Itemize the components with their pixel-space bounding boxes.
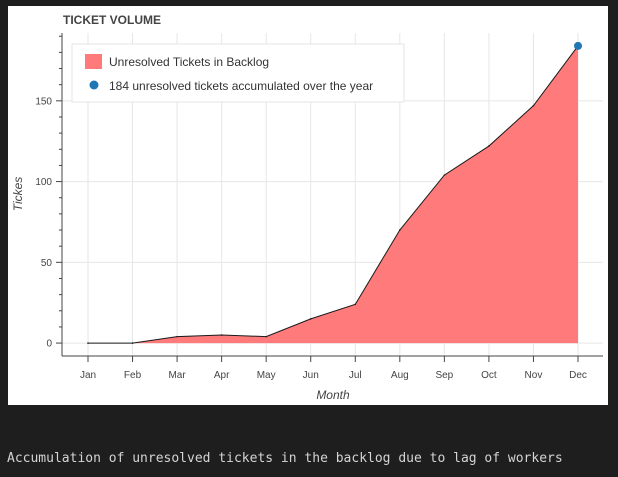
chart-caption: Accumulation of unresolved tickets in th…	[7, 451, 563, 466]
x-tick-label: May	[257, 370, 276, 381]
x-tick-label: Aug	[391, 370, 409, 381]
chart-panel: TICKET VOLUME 0 50 100 150 Jan Feb Mar Apr May J…	[8, 6, 608, 405]
x-tick-label: Apr	[214, 370, 230, 381]
y-tick-label: 100	[35, 177, 52, 188]
x-tick-label: Jun	[303, 370, 319, 381]
backlog-data-point	[354, 303, 357, 306]
annotation-point	[574, 41, 582, 50]
x-tick-label: Dec	[569, 370, 587, 381]
y-axis-label: Tickes	[11, 177, 25, 212]
x-axis-label: Month	[316, 388, 350, 402]
legend: Unresolved Tickets in Backlog 184 unreso…	[71, 43, 405, 103]
x-tick-label: Sep	[435, 370, 453, 381]
backlog-data-point	[265, 335, 267, 338]
backlog-data-point	[488, 145, 490, 147]
backlog-data-point	[399, 229, 401, 231]
backlog-data-point	[443, 174, 446, 176]
backlog-data-point	[220, 334, 223, 336]
legend-label-area: Unresolved Tickets in Backlog	[109, 55, 269, 69]
backlog-area	[88, 45, 578, 344]
y-axis-ticks: 0 50 100 150	[35, 35, 62, 350]
x-tick-label: Nov	[525, 370, 543, 381]
x-tick-label: Jan	[80, 370, 96, 381]
backlog-data-point	[87, 342, 89, 344]
legend-box	[71, 43, 405, 103]
backlog-data-point	[532, 104, 535, 107]
x-tick-label: Jul	[349, 370, 362, 381]
y-tick-label: 150	[35, 96, 52, 107]
x-tick-label: Feb	[124, 370, 142, 381]
backlog-data-point	[131, 342, 134, 344]
y-tick-label: 50	[41, 258, 53, 269]
backlog-data-point	[176, 335, 178, 338]
chart-title: TICKET VOLUME	[63, 13, 161, 27]
area-layer	[87, 41, 582, 344]
y-tick-label: 0	[46, 339, 52, 350]
legend-swatch-area	[85, 54, 102, 69]
x-tick-label: Oct	[481, 370, 497, 381]
backlog-line	[88, 45, 579, 344]
x-axis-ticks: Jan Feb Mar Apr May Jun Jul Aug Sep Oct Nov Dec	[80, 356, 587, 381]
legend-marker-point	[89, 80, 99, 90]
backlog-data-point	[309, 318, 312, 320]
x-tick-label: Mar	[168, 370, 186, 381]
legend-label-point: 184 unresolved tickets accumulated over …	[109, 79, 373, 93]
